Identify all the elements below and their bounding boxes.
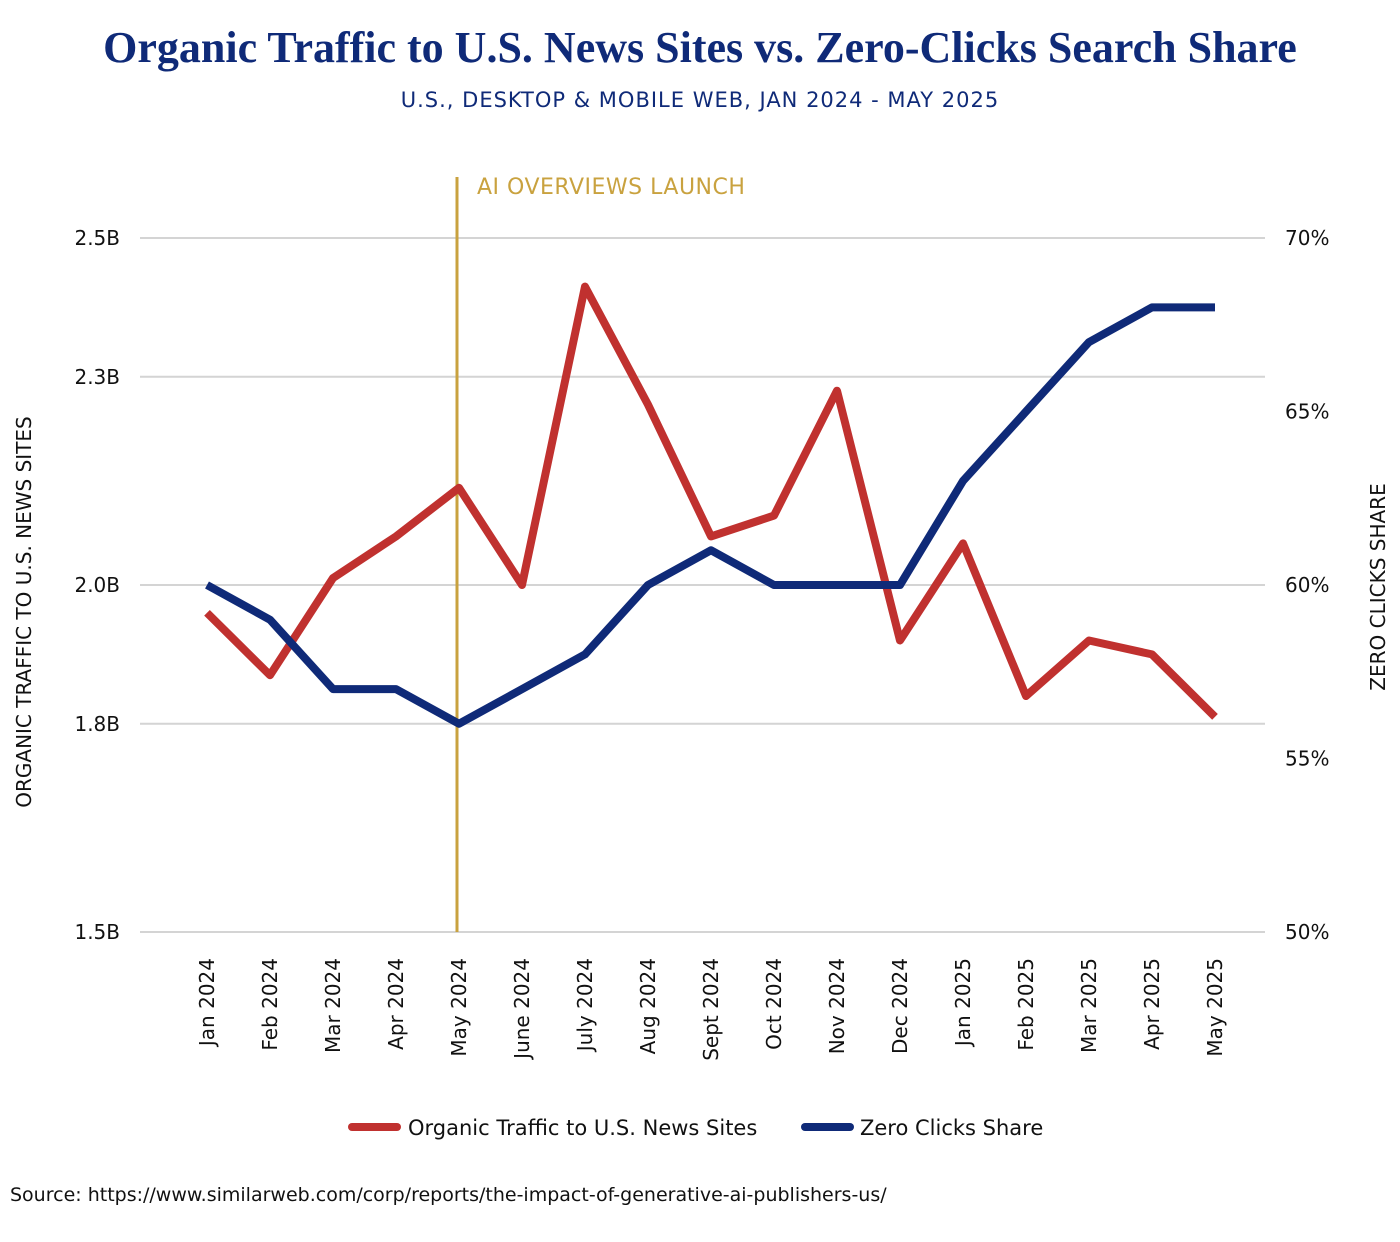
y-left-tick-label: 2.3B	[74, 365, 120, 389]
y-right-tick-label: 50%	[1285, 920, 1329, 944]
x-tick-label: July 2024	[573, 958, 597, 1053]
x-tick-label: Nov 2024	[825, 958, 849, 1054]
y-axis-right-title: ZERO CLICKS SHARE	[1366, 483, 1390, 690]
y-axis-right: 50% 55% 60% 65% 70%	[1285, 226, 1329, 944]
annotation-label: AI OVERVIEWS LAUNCH	[477, 175, 745, 200]
x-tick-label: Jan 2024	[195, 958, 219, 1048]
x-tick-label: Feb 2025	[1014, 958, 1038, 1051]
legend: Organic Traffic to U.S. News Sites Zero C…	[348, 1116, 1043, 1140]
ai-overviews-annotation: AI OVERVIEWS LAUNCH	[455, 175, 745, 932]
y-right-tick-label: 65%	[1285, 400, 1329, 424]
x-tick-label: Dec 2024	[888, 958, 912, 1054]
y-left-tick-label: 2.5B	[74, 226, 120, 250]
y-axis-left-title: ORGANIC TRAFFIC TO U.S. NEWS SITES	[12, 416, 36, 808]
x-tick-label: Sept 2024	[699, 958, 723, 1061]
y-axis-left: 1.5B 1.8B 2.0B 2.3B 2.5B	[74, 226, 120, 944]
x-tick-label: Mar 2024	[321, 958, 345, 1053]
y-left-tick-label: 2.0B	[74, 573, 120, 597]
x-tick-label: May 2024	[447, 958, 471, 1057]
legend-label-zero-clicks: Zero Clicks Share	[860, 1116, 1043, 1140]
x-tick-label: Mar 2025	[1077, 958, 1101, 1053]
y-right-tick-label: 60%	[1285, 573, 1329, 597]
x-tick-label: Aug 2024	[636, 958, 660, 1054]
series-lines	[204, 282, 1218, 728]
y-left-tick-label: 1.8B	[74, 712, 120, 736]
source-note: Source: https://www.similarweb.com/corp/…	[10, 1184, 887, 1206]
x-tick-label: Oct 2024	[762, 958, 786, 1050]
gridlines	[140, 237, 1265, 933]
x-tick-label: Feb 2024	[258, 958, 282, 1051]
chart-title: Organic Traffic to U.S. News Sites vs. Z…	[103, 23, 1297, 72]
legend-label-organic: Organic Traffic to U.S. News Sites	[408, 1116, 757, 1140]
x-tick-label: Apr 2025	[1140, 958, 1164, 1050]
chart-subtitle: U.S., DESKTOP & MOBILE WEB, JAN 2024 - M…	[400, 88, 1000, 112]
y-left-tick-label: 1.5B	[74, 920, 120, 944]
y-right-tick-label: 70%	[1285, 226, 1329, 250]
x-axis: Jan 2024 Feb 2024 Mar 2024 Apr 2024 May 2024…	[195, 958, 1227, 1061]
organic-traffic-line	[204, 282, 1218, 720]
x-tick-label: Apr 2024	[384, 958, 408, 1050]
x-tick-label: May 2025	[1203, 958, 1227, 1057]
y-right-tick-label: 55%	[1285, 747, 1329, 771]
x-tick-label: Jan 2025	[951, 958, 975, 1048]
x-tick-label: June 2024	[510, 958, 534, 1061]
